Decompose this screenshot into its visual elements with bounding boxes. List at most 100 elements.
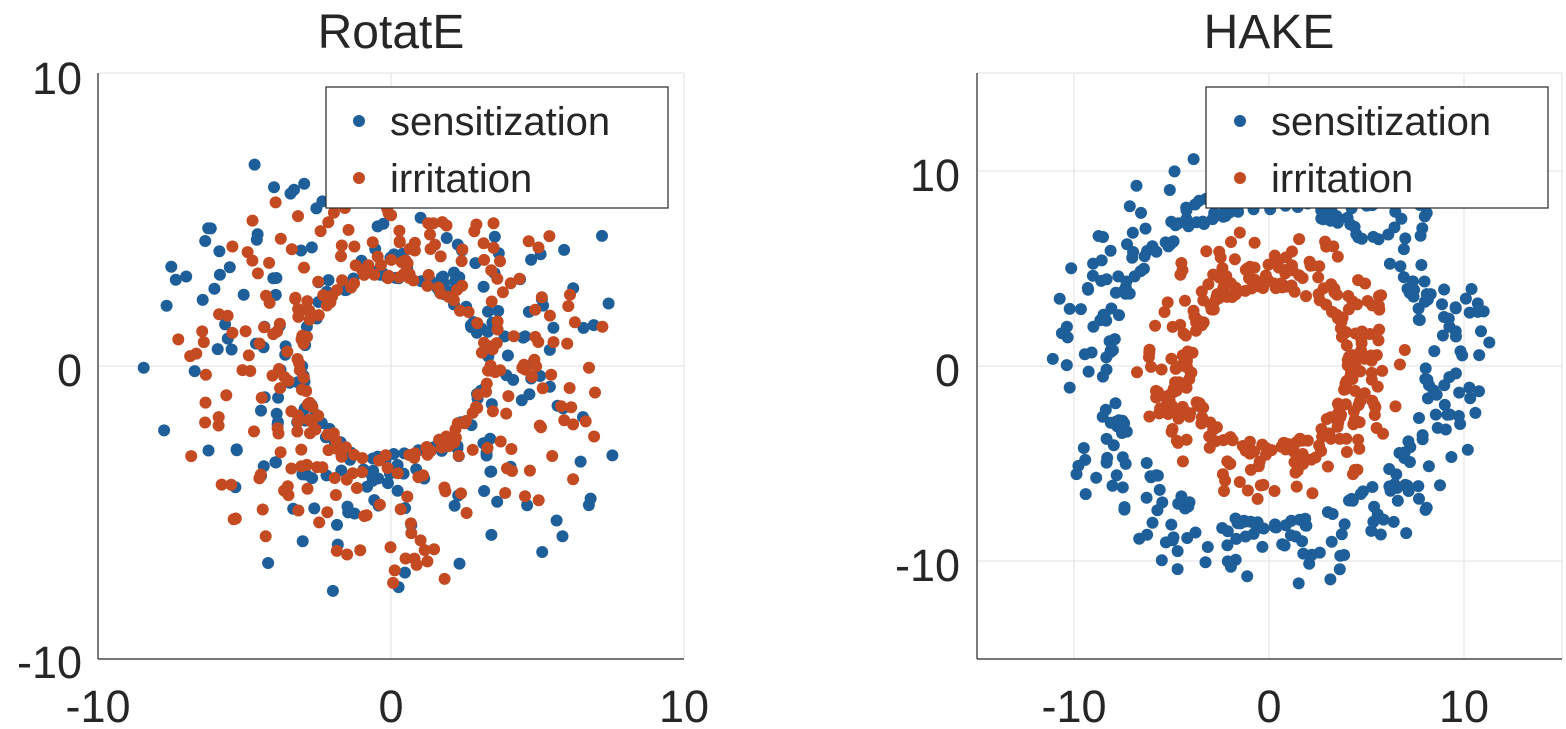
scatter-point-irritation	[459, 415, 472, 427]
scatter-point-sensitization	[1153, 483, 1166, 496]
scatter-point-irritation	[1279, 264, 1292, 276]
scatter-point-sensitization	[1169, 219, 1182, 232]
scatter-point-irritation	[452, 449, 465, 462]
scatter-point-irritation	[1200, 245, 1213, 258]
scatter-point-irritation	[433, 433, 446, 446]
scatter-point-irritation	[466, 443, 479, 456]
scatter-point-sensitization	[1483, 336, 1496, 349]
scatter-point-irritation	[422, 269, 435, 281]
y-tick-label: 0	[935, 345, 960, 396]
legend-label-sensitization: sensitization	[1271, 100, 1491, 144]
scatter-point-irritation	[1331, 250, 1344, 263]
scatter-point-irritation	[348, 240, 361, 253]
scatter-point-irritation	[1275, 440, 1288, 453]
scatter-point-sensitization	[272, 391, 285, 404]
scatter-point-sensitization	[1141, 528, 1154, 541]
scatter-point-sensitization	[1471, 305, 1484, 318]
scatter-point-irritation	[1225, 236, 1237, 248]
scatter-point-irritation	[486, 405, 499, 418]
scatter-point-sensitization	[1413, 314, 1426, 326]
scatter-point-sensitization	[606, 449, 619, 462]
scatter-point-sensitization	[1397, 243, 1410, 256]
scatter-point-irritation	[429, 238, 441, 251]
scatter-point-irritation	[491, 272, 504, 285]
scatter-point-irritation	[345, 281, 358, 294]
scatter-point-irritation	[565, 401, 578, 414]
scatter-point-sensitization	[1241, 570, 1254, 583]
scatter-point-sensitization	[295, 244, 308, 257]
scatter-point-irritation	[1217, 434, 1230, 447]
scatter-point-sensitization	[1126, 226, 1139, 239]
scatter-point-sensitization	[1095, 254, 1108, 267]
scatter-point-sensitization	[1325, 535, 1338, 548]
scatter-point-irritation	[536, 382, 549, 395]
scatter-point-irritation	[373, 498, 386, 511]
scatter-point-sensitization	[1172, 497, 1185, 510]
scatter-point-irritation	[1161, 296, 1174, 309]
scatter-point-sensitization	[1082, 365, 1095, 378]
scatter-point-sensitization	[437, 270, 449, 283]
scatter-point-sensitization	[1464, 392, 1477, 405]
scatter-point-irritation	[274, 382, 287, 395]
scatter-point-irritation	[475, 346, 488, 359]
scatter-point-sensitization	[1335, 528, 1348, 541]
scatter-point-irritation	[1203, 441, 1216, 454]
scatter-point-irritation	[196, 325, 209, 338]
scatter-point-sensitization	[1395, 212, 1408, 225]
scatter-point-irritation	[1355, 344, 1368, 357]
scatter-point-irritation	[1207, 423, 1220, 436]
scatter-point-irritation	[1158, 306, 1171, 318]
scatter-point-irritation	[1161, 394, 1174, 407]
scatter-point-sensitization	[298, 177, 311, 190]
scatter-point-irritation	[530, 360, 543, 373]
scatter-point-irritation	[422, 217, 435, 230]
scatter-point-irritation	[1248, 236, 1261, 249]
scatter-point-irritation	[1317, 282, 1330, 295]
scatter-point-sensitization	[1270, 521, 1283, 534]
scatter-point-sensitization	[1459, 292, 1472, 305]
scatter-point-irritation	[336, 274, 349, 287]
scatter-point-sensitization	[1324, 573, 1337, 586]
scatter-point-sensitization	[284, 187, 297, 200]
scatter-point-irritation	[388, 564, 401, 577]
scatter-point-irritation	[1371, 380, 1384, 393]
scatter-point-irritation	[267, 328, 280, 341]
scatter-point-sensitization	[1081, 282, 1094, 294]
legend-label-irritation: irritation	[1271, 157, 1413, 201]
scatter-point-irritation	[239, 325, 252, 338]
scatter-point-irritation	[226, 240, 239, 253]
scatter-point-irritation	[253, 472, 266, 485]
scatter-point-sensitization	[1465, 283, 1478, 295]
scatter-point-irritation	[1197, 401, 1210, 414]
scatter-point-sensitization	[331, 518, 343, 531]
scatter-point-irritation	[502, 390, 515, 403]
scatter-point-sensitization	[1453, 386, 1466, 399]
chart-title: HAKE	[1204, 6, 1335, 59]
scatter-point-irritation	[1276, 281, 1289, 294]
scatter-point-sensitization	[491, 495, 504, 508]
scatter-point-irritation	[485, 264, 498, 277]
scatter-point-sensitization	[1475, 325, 1487, 338]
scatter-point-irritation	[564, 288, 576, 301]
scatter-point-irritation	[424, 445, 437, 457]
scatter-point-sensitization	[308, 502, 321, 515]
scatter-point-irritation	[391, 467, 404, 480]
scatter-point-irritation	[579, 415, 592, 428]
scatter-point-irritation	[487, 241, 500, 254]
scatter-point-irritation	[507, 330, 520, 343]
scatter-point-sensitization	[1183, 496, 1196, 509]
scatter-point-irritation	[1335, 330, 1348, 343]
scatter-point-sensitization	[1366, 481, 1379, 493]
scatter-point-sensitization	[1397, 271, 1410, 284]
scatter-point-irritation	[478, 336, 490, 349]
scatter-point-irritation	[516, 361, 529, 374]
scatter-point-sensitization	[1436, 329, 1449, 342]
scatter-point-irritation	[259, 530, 272, 543]
scatter-point-sensitization	[211, 343, 224, 356]
scatter-point-sensitization	[1421, 392, 1434, 405]
scatter-point-irritation	[523, 464, 536, 477]
scatter-point-irritation	[424, 228, 436, 241]
scatter-point-sensitization	[1140, 457, 1153, 469]
scatter-point-irritation	[532, 336, 545, 348]
scatter-point-irritation	[471, 402, 484, 414]
